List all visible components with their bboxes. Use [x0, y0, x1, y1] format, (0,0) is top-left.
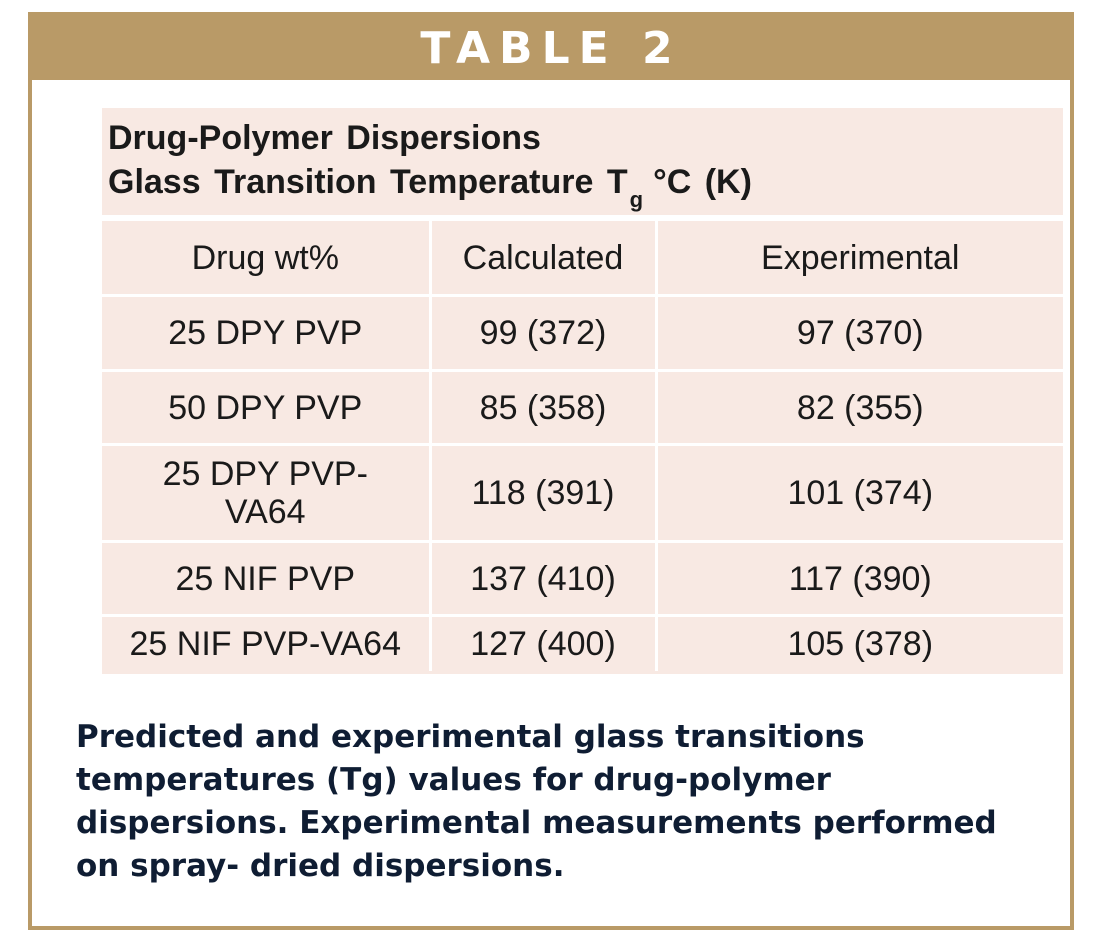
- cell-drug: 25 DPY PVP: [102, 294, 432, 372]
- cell-calculated: 137 (410): [428, 540, 658, 617]
- table-row: 25 DPY PVP- VA64 118 (391) 101 (374): [102, 443, 1063, 543]
- table-title-line-2: Glass Transition Temperature Tg °C (K): [108, 160, 1063, 212]
- table-header-row: Drug wt% Calculated Experimental: [102, 218, 1063, 297]
- table-caption: Predicted and experimental glass transit…: [76, 719, 997, 884]
- table-title-line-1: Drug-Polymer Dispersions: [108, 119, 541, 157]
- table-row: 25 NIF PVP 137 (410) 117 (390): [102, 540, 1063, 617]
- cell-calculated: 118 (391): [428, 443, 658, 543]
- table-title: Drug-Polymer Dispersions Glass Transitio…: [102, 108, 1063, 218]
- table-row: 25 DPY PVP 99 (372) 97 (370): [102, 294, 1063, 372]
- data-table-container: Drug-Polymer Dispersions Glass Transitio…: [102, 108, 1063, 674]
- cell-experimental: 105 (378): [654, 614, 1063, 671]
- cell-drug: 25 NIF PVP: [102, 540, 432, 617]
- cell-experimental: 82 (355): [654, 369, 1063, 446]
- table-row: 50 DPY PVP 85 (358) 82 (355): [102, 369, 1063, 446]
- cell-calculated: 99 (372): [428, 294, 658, 372]
- cell-experimental: 117 (390): [654, 540, 1063, 617]
- table-banner: TABLE 2: [32, 16, 1070, 80]
- cell-drug: 25 NIF PVP-VA64: [102, 614, 432, 671]
- table-title-prefix: Glass Transition Temperature T: [108, 163, 628, 201]
- cell-experimental: 101 (374): [654, 443, 1063, 543]
- table-figure-frame: TABLE 2 Drug-Polymer Dispersions Glass T…: [28, 12, 1074, 930]
- column-header-drug: Drug wt%: [102, 218, 432, 297]
- cell-experimental: 97 (370): [654, 294, 1063, 372]
- cell-calculated: 127 (400): [428, 614, 658, 671]
- table-title-subscript: g: [629, 187, 644, 212]
- cell-drug: 25 DPY PVP- VA64: [102, 443, 432, 543]
- data-table: Drug wt% Calculated Experimental 25 DPY …: [102, 218, 1063, 671]
- table-row: 25 NIF PVP-VA64 127 (400) 105 (378): [102, 614, 1063, 671]
- cell-calculated: 85 (358): [428, 369, 658, 446]
- cell-drug: 50 DPY PVP: [102, 369, 432, 446]
- column-header-experimental: Experimental: [654, 218, 1063, 297]
- column-header-calculated: Calculated: [428, 218, 658, 297]
- table-title-units: °C (K): [653, 163, 752, 201]
